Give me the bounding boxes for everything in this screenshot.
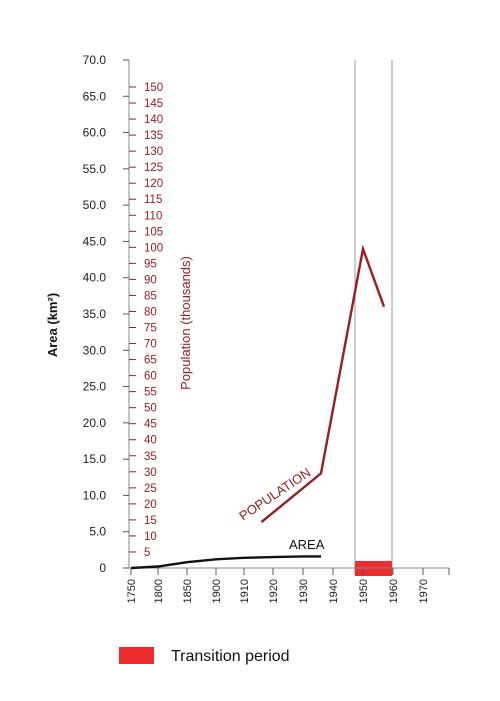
y-axis-right-tick-label: 15 — [144, 515, 157, 527]
y-axis-right-tick-label: 115 — [144, 194, 162, 206]
legend-swatch-transition-period — [119, 647, 154, 664]
y-axis-right-tick-label: 25 — [144, 483, 157, 495]
axes-layer: 0 5.0 10.0 15.0 20.0 25.0 30.0 35.0 40.0 45.0 50.0… — [83, 53, 450, 603]
y-axis-right-tick-label: 80 — [144, 306, 157, 318]
y-axis-right-tick-label: 150 — [144, 82, 163, 94]
y-axis-right-tick-label: 85 — [144, 290, 157, 302]
y-axis-right-tick-label: 125 — [144, 162, 163, 174]
y-axis-right-tick-label: 110 — [144, 210, 162, 222]
y-axis-right-tick-label: 130 — [144, 146, 163, 158]
x-axis-tick-label: 1920 — [268, 579, 280, 603]
y-axis-right-tick-label: 5 — [144, 547, 150, 559]
y-axis-left-tick-label: 10.0 — [83, 488, 107, 502]
y-axis-left-tick-label: 25.0 — [83, 380, 107, 394]
y-axis-right-tick-label: 35 — [144, 451, 157, 463]
y-axis-right-title: Population (thousands) — [178, 256, 193, 390]
y-axis-right-tick-label: 30 — [144, 467, 157, 479]
y-axis-left-tick-label: 30.0 — [83, 343, 107, 357]
x-axis-tick-label: 1960 — [388, 579, 400, 603]
y-axis-left-tick-label: 70.0 — [83, 53, 107, 67]
y-axis-right-tick-label: 140 — [144, 114, 163, 126]
series-label-population: POPULATION — [236, 465, 313, 524]
x-axis-tick-label: 1950 — [358, 579, 370, 603]
y-axis-right-tick-label: 100 — [144, 242, 163, 254]
legend-label-transition-period: Transition period — [171, 648, 290, 665]
y-axis-left-tick-label: 5.0 — [89, 525, 106, 539]
y-axis-right-tick-label: 90 — [144, 274, 157, 286]
y-axis-right-tick-label: 145 — [144, 98, 163, 110]
y-axis-left-tick-label: 65.0 — [83, 89, 107, 103]
x-axis-tick-label: 1940 — [328, 579, 340, 603]
series-label-area: AREA — [289, 537, 325, 552]
x-axis-tick-label: 1930 — [298, 579, 310, 603]
y-axis-right-tick-label: 55 — [144, 387, 157, 399]
y-axis-left-title: Area (km²) — [45, 293, 60, 357]
x-axis-tick-label: 1910 — [239, 579, 251, 603]
y-axis-right-tick-label: 20 — [144, 499, 157, 511]
series-layer — [130, 244, 386, 570]
x-axis-tick-label: 1750 — [126, 579, 138, 603]
x-axis-tick-label: 1850 — [182, 579, 194, 603]
y-axis-left-tick-label: 60.0 — [83, 126, 107, 140]
y-axis-right-tick-label: 60 — [144, 371, 157, 383]
y-axis-left-tick-label: 0 — [99, 561, 106, 575]
y-axis-right-tick-label: 135 — [144, 130, 163, 142]
transition-period-layer — [354, 60, 393, 576]
y-axis-left-tick-label: 20.0 — [83, 416, 107, 430]
x-axis-tick-label: 1970 — [418, 579, 430, 603]
y-axis-left-tick-label: 50.0 — [83, 198, 107, 212]
y-axis-left-tick-label: 45.0 — [83, 234, 107, 248]
y-axis-right-tick-label: 120 — [144, 178, 163, 190]
y-axis-right-tick-label: 95 — [144, 258, 157, 270]
y-axis-left-tick-label: 40.0 — [83, 271, 107, 285]
y-axis-right-tick-label: 45 — [144, 419, 157, 431]
y-axis-right-tick-label: 50 — [144, 403, 157, 415]
x-axis-tick-label: 1900 — [211, 579, 223, 603]
y-axis-right-tick-label: 65 — [144, 355, 157, 367]
series-line-population — [260, 244, 386, 524]
y-axis-right-tick-label: 70 — [144, 339, 157, 351]
labels-layer: AREA POPULATION — [236, 465, 324, 552]
series-line-area — [130, 555, 321, 570]
x-axis-tick-label: 1800 — [153, 579, 165, 603]
y-axis-right-tick-label: 105 — [144, 226, 163, 238]
y-axis-right-tick-label: 10 — [144, 531, 157, 543]
y-axis-right-tick-label: 75 — [144, 323, 157, 335]
y-axis-left-tick-label: 15.0 — [83, 452, 107, 466]
y-axis-right-tick-label: 40 — [144, 435, 157, 447]
y-axis-left-tick-label: 35.0 — [83, 307, 107, 321]
y-axis-left-tick-label: 55.0 — [83, 162, 107, 176]
